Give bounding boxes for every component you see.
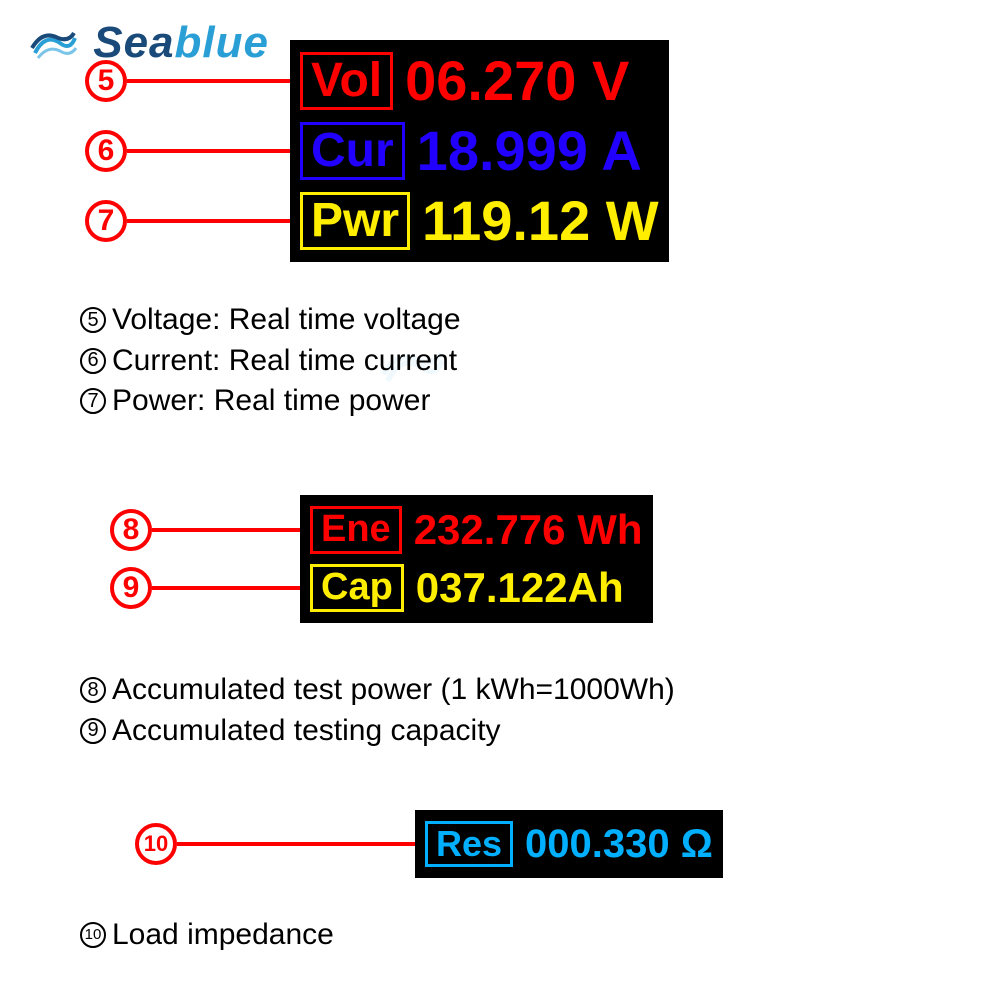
- leader-5: [127, 79, 290, 83]
- legend-text-6: Current: Real time current: [112, 341, 457, 382]
- panel3-row-res: Res 000.330 Ω: [425, 816, 713, 872]
- legend-text-7: Power: Real time power: [112, 381, 430, 422]
- leader-9: [152, 586, 300, 590]
- legend-text-8: Accumulated test power (1 kWh=1000Wh): [112, 670, 675, 711]
- legend-text-5: Voltage: Real time voltage: [112, 300, 461, 341]
- legend-num-10: 10: [80, 922, 106, 948]
- callout-10: 10: [135, 823, 177, 865]
- panel1-display: Vol06.270 VCur18.999 APwr119.12 W: [290, 40, 669, 262]
- res-value: 000.330 Ω: [525, 822, 713, 866]
- legend-item-9: 9 Accumulated testing capacity: [80, 711, 675, 752]
- panel1-row-cur: Cur18.999 A: [300, 116, 659, 186]
- panel2-display: Ene 232.776 WhCap 037.122Ah: [300, 495, 653, 623]
- cap-tag: Cap: [310, 564, 404, 612]
- panel2-row-cap: Cap 037.122Ah: [310, 559, 643, 617]
- panel1-row-pwr: Pwr119.12 W: [300, 186, 659, 256]
- ene-value: 232.776 Wh: [414, 507, 643, 553]
- legend-item-10: 10 Load impedance: [80, 915, 334, 956]
- legend-text-10: Load impedance: [112, 915, 334, 956]
- legend-item-5: 5 Voltage: Real time voltage: [80, 300, 461, 341]
- legend-item-6: 6 Current: Real time current: [80, 341, 461, 382]
- wave-icon: [30, 23, 80, 67]
- logo-watermark: Seablue: [30, 18, 269, 68]
- vol-value: 06.270 V: [405, 50, 629, 112]
- cur-tag: Cur: [300, 122, 405, 181]
- panel1-row-vol: Vol06.270 V: [300, 46, 659, 116]
- legend-num-9: 9: [80, 718, 106, 744]
- panel2-row-ene: Ene 232.776 Wh: [310, 501, 643, 559]
- leader-6: [127, 149, 290, 153]
- leader-8: [152, 528, 300, 532]
- legend-item-7: 7 Power: Real time power: [80, 381, 461, 422]
- callout-9: 9: [110, 567, 152, 609]
- logo-text-b: blue: [175, 18, 269, 67]
- legend-num-6: 6: [80, 348, 106, 374]
- legend-num-7: 7: [80, 388, 106, 414]
- legend1: 5 Voltage: Real time voltage6 Current: R…: [80, 300, 461, 422]
- callout-7: 7: [85, 200, 127, 242]
- legend-item-8: 8 Accumulated test power (1 kWh=1000Wh): [80, 670, 675, 711]
- legend3: 10 Load impedance: [80, 915, 334, 956]
- legend-num-5: 5: [80, 307, 106, 333]
- panel3-display: Res 000.330 Ω: [415, 810, 723, 878]
- callout-8: 8: [110, 509, 152, 551]
- leader-10: [177, 842, 415, 846]
- ene-tag: Ene: [310, 506, 402, 554]
- callout-6: 6: [85, 130, 127, 172]
- callout-5: 5: [85, 60, 127, 102]
- cap-value: 037.122Ah: [416, 565, 624, 611]
- legend-num-8: 8: [80, 677, 106, 703]
- legend-text-9: Accumulated testing capacity: [112, 711, 501, 752]
- pwr-value: 119.12 W: [422, 190, 659, 252]
- cur-value: 18.999 A: [417, 120, 642, 182]
- pwr-tag: Pwr: [300, 192, 410, 251]
- res-tag: Res: [425, 821, 513, 867]
- vol-tag: Vol: [300, 52, 393, 111]
- legend2: 8 Accumulated test power (1 kWh=1000Wh)9…: [80, 670, 675, 751]
- leader-7: [127, 219, 290, 223]
